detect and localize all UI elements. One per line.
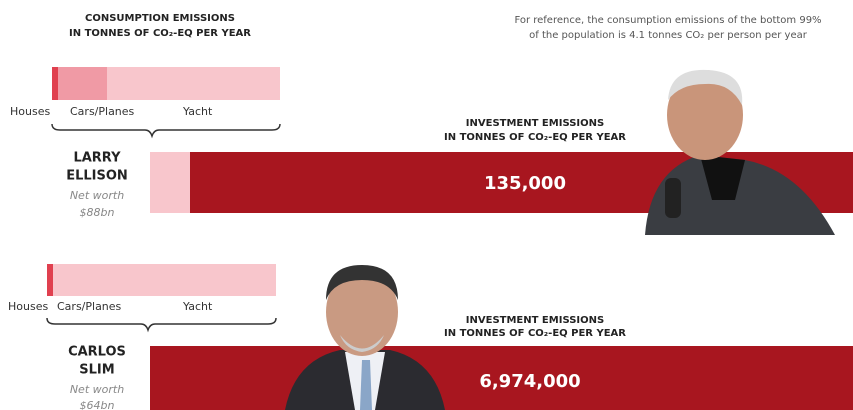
houses-segment: [52, 67, 58, 100]
person-name: LARRY: [73, 151, 121, 166]
cars-segment: [58, 67, 107, 100]
investment-value: 6,974,000: [479, 371, 580, 392]
investment-bar: [150, 346, 853, 410]
investment-value: 135,000: [484, 173, 566, 194]
consumption-inset: [150, 152, 190, 213]
reference-note: For reference, the consumption emissions…: [514, 15, 821, 26]
person-name: CARLOS: [68, 345, 126, 360]
person-row: Houses Cars/Planes Yacht CARLOS SLIM Net…: [8, 264, 853, 410]
consumption-header: CONSUMPTION EMISSIONS: [85, 13, 235, 24]
person-row: Houses Cars/Planes Yacht LARRY ELLISON N…: [10, 67, 853, 235]
consumption-label: Houses: [8, 300, 48, 313]
person-name: ELLISON: [66, 169, 128, 184]
net-worth: Net worth: [70, 383, 124, 396]
person-name: SLIM: [79, 363, 114, 378]
net-worth: $64bn: [80, 399, 115, 410]
consumption-label: Houses: [10, 105, 50, 118]
yacht-segment: [47, 264, 276, 296]
brace: [51, 123, 281, 139]
net-worth: Net worth: [70, 189, 124, 202]
portrait: [645, 69, 835, 235]
consumption-label: Yacht: [182, 300, 213, 313]
net-worth: $88bn: [80, 206, 115, 219]
consumption-label: Cars/Planes: [70, 105, 135, 118]
houses-segment: [47, 264, 53, 296]
investment-header: INVESTMENT EMISSIONS: [466, 118, 604, 129]
brace: [46, 317, 277, 333]
consumption-label: Cars/Planes: [57, 300, 122, 313]
consumption-header: IN TONNES OF CO₂-EQ PER YEAR: [69, 28, 251, 39]
investment-header: INVESTMENT EMISSIONS: [466, 315, 604, 326]
portrait: [285, 265, 445, 410]
reference-note: of the population is 4.1 tonnes CO₂ per …: [529, 30, 808, 41]
consumption-label: Yacht: [182, 105, 213, 118]
investment-header: IN TONNES OF CO₂-EQ PER YEAR: [444, 132, 626, 143]
investment-header: IN TONNES OF CO₂-EQ PER YEAR: [444, 328, 626, 339]
